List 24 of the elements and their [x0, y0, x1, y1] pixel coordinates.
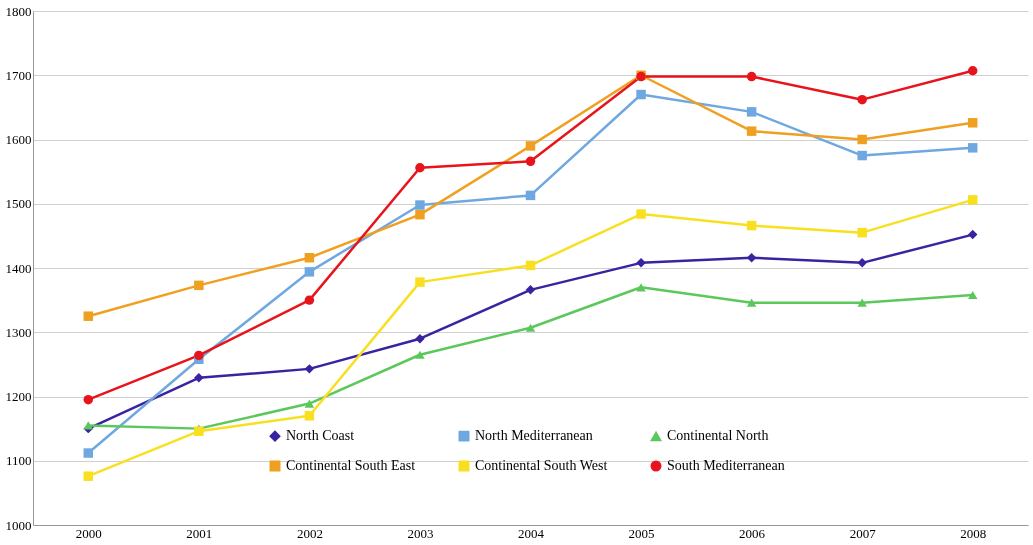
x-tick-label: 2001 — [186, 525, 213, 541]
legend-label: Continental South West — [475, 458, 608, 473]
y-tick-label: 1100 — [5, 453, 32, 469]
y-tick-label: 1000 — [5, 517, 32, 533]
y-tick-label: 1300 — [5, 324, 32, 340]
legend-label: Continental South East — [286, 458, 416, 473]
x-tick-label: 2002 — [296, 525, 323, 541]
legend-label: Continental North — [667, 428, 769, 444]
legend-label: South Mediterranean — [667, 458, 785, 473]
y-tick-label: 1700 — [5, 67, 32, 83]
y-tick-label: 1500 — [5, 196, 32, 212]
x-tick-label: 2005 — [628, 525, 655, 541]
x-tick-label: 2000 — [75, 525, 102, 541]
legend-label: North Mediterranean — [475, 428, 593, 444]
legend-label: North Coast — [286, 428, 355, 444]
y-tick-label: 1200 — [5, 389, 32, 404]
y-tick-label: 1400 — [5, 260, 32, 276]
y-tick-label: 1600 — [5, 132, 32, 147]
x-tick-label: 2006 — [739, 525, 766, 541]
x-tick-label: 2007 — [849, 525, 877, 541]
x-tick-label: 2008 — [960, 525, 987, 541]
y-tick-label: 1800 — [5, 3, 32, 19]
x-tick-label: 2004 — [518, 525, 545, 541]
x-tick-label: 2003 — [407, 525, 434, 541]
